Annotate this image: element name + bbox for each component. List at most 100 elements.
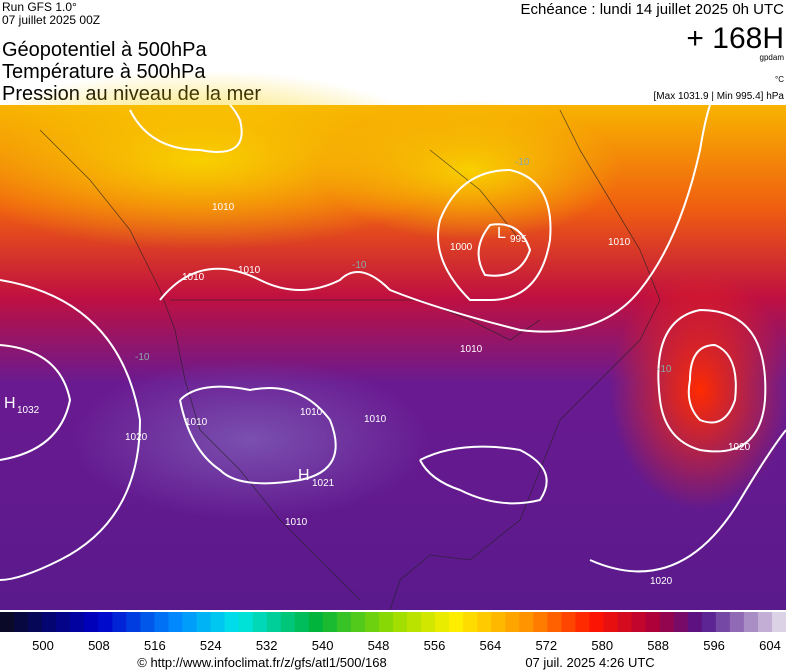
colorbar-cell: [715, 612, 731, 632]
colorbar-cell: [98, 612, 113, 632]
pressure-value: 995: [510, 234, 527, 245]
unit: °C: [775, 75, 784, 84]
colorbar-cell: [28, 612, 43, 632]
colorbar-cell: [659, 612, 675, 632]
colorbar-cell: [407, 612, 422, 632]
isobar-label: 1010: [212, 202, 235, 213]
source-url: © http://www.infoclimat.fr/z/gfs/atl1/50…: [137, 655, 386, 670]
colorbar: 500 508 516 524 532 540 548 556 564 572 580 588 596 6…: [0, 612, 786, 653]
unit: gpdam: [760, 53, 785, 62]
colorbar-cell: [252, 612, 268, 632]
colorbar-cell: [350, 612, 366, 632]
colorbar-cell: [771, 612, 786, 632]
colorbar-label: 524: [200, 638, 222, 653]
colorbar-cell: [70, 612, 85, 632]
colorbar-label: 604: [759, 638, 781, 653]
isobar: [159, 104, 711, 333]
pressure-center: L: [497, 225, 506, 242]
isobar: [657, 308, 767, 453]
colorbar-cell: [266, 612, 282, 632]
colorbar-cell: [364, 612, 380, 632]
colorbar-cell: [280, 612, 296, 632]
isobar: [419, 445, 548, 505]
colorbar-cell: [449, 612, 464, 632]
isobar: [0, 344, 72, 461]
colorbar-cell: [463, 612, 478, 632]
colorbar-cell: [294, 612, 310, 632]
colorbar-cell: [224, 612, 240, 632]
colorbar-cell: [378, 612, 394, 632]
isobar: [589, 429, 786, 573]
colorbar-cell: [210, 612, 226, 632]
temp-label: -10: [135, 352, 150, 363]
isobar: [687, 343, 737, 424]
colorbar-cell: [533, 612, 548, 632]
echeance: Echéance : lundi 14 juillet 2025 0h UTC: [521, 1, 785, 18]
pressure-center: H: [298, 467, 310, 484]
colorbar-label: 596: [703, 638, 725, 653]
isobar-label: 1020: [125, 432, 148, 443]
isobar-label: 1010: [364, 414, 387, 425]
colorbar-cell: [238, 612, 254, 632]
colorbar-cell: [56, 612, 71, 632]
isobar-label: 1020: [728, 442, 751, 453]
colorbar-cell: [701, 612, 717, 632]
generated-time: 07 juil. 2025 4:26 UTC: [525, 655, 654, 670]
colorbar-label: 556: [424, 638, 446, 653]
isobar: [477, 223, 532, 277]
colorbar-cell: [575, 612, 590, 632]
colorbar-cell: [743, 612, 759, 632]
colorbar-cell: [673, 612, 689, 632]
colorbar-cell: [687, 612, 703, 632]
run-date: 07 juillet 2025 00Z: [2, 13, 100, 27]
coastline: [39, 109, 661, 611]
colorbar-cell: [14, 612, 29, 632]
colorbar-cell: [421, 612, 436, 632]
colorbar-cell: [140, 612, 155, 632]
colorbar-cell: [154, 612, 169, 632]
colorbar-label: 548: [368, 638, 390, 653]
temp-label: -10: [515, 157, 530, 168]
cool-area: [70, 360, 430, 520]
isobar-label: 1010: [300, 407, 323, 418]
colorbar-cell: [42, 612, 57, 632]
pressure-center: H: [4, 395, 16, 412]
colorbar-label: 532: [256, 638, 278, 653]
colorbar-cell: [477, 612, 492, 632]
colorbar-cell: [393, 612, 408, 632]
colorbar-cell: [196, 612, 212, 632]
colorbar-cell: [603, 612, 619, 632]
title: Géopotentiel à 500hPa: [2, 39, 207, 61]
colorbar-cell: [491, 612, 506, 632]
colorbar-cell: [519, 612, 534, 632]
colorbar-cell: [589, 612, 605, 632]
isobar-label: 1010: [185, 417, 208, 428]
isobar: [129, 104, 243, 153]
pressure-value: 1032: [17, 405, 40, 416]
colorbar-cell: [561, 612, 576, 632]
colorbar-cell: [126, 612, 141, 632]
colorbar-cell: [168, 612, 183, 632]
isobar-label: 1010: [460, 344, 483, 355]
colorbar-label: 572: [535, 638, 557, 653]
colorbar-label: 588: [647, 638, 669, 653]
colorbar-cell: [182, 612, 197, 632]
isobar-label: 1000: [450, 242, 473, 253]
colorbar-label: 516: [144, 638, 166, 653]
colorbar-cell: [631, 612, 647, 632]
warm-area: [610, 270, 786, 510]
isobar-label: 1010: [608, 237, 631, 248]
colorbar-cell: [435, 612, 450, 632]
temp-label: -10: [657, 364, 672, 375]
colorbar-cell: [645, 612, 661, 632]
colorbar-cell: [336, 612, 352, 632]
colorbar-cell: [112, 612, 127, 632]
isobar: [437, 168, 552, 301]
isobar-label: 1010: [238, 265, 261, 276]
colorbar-label: 564: [480, 638, 502, 653]
isobar-label: 1020: [650, 576, 673, 587]
colorbar-cell: [505, 612, 520, 632]
colorbar-label: 540: [312, 638, 334, 653]
colorbar-cell: [757, 612, 773, 632]
